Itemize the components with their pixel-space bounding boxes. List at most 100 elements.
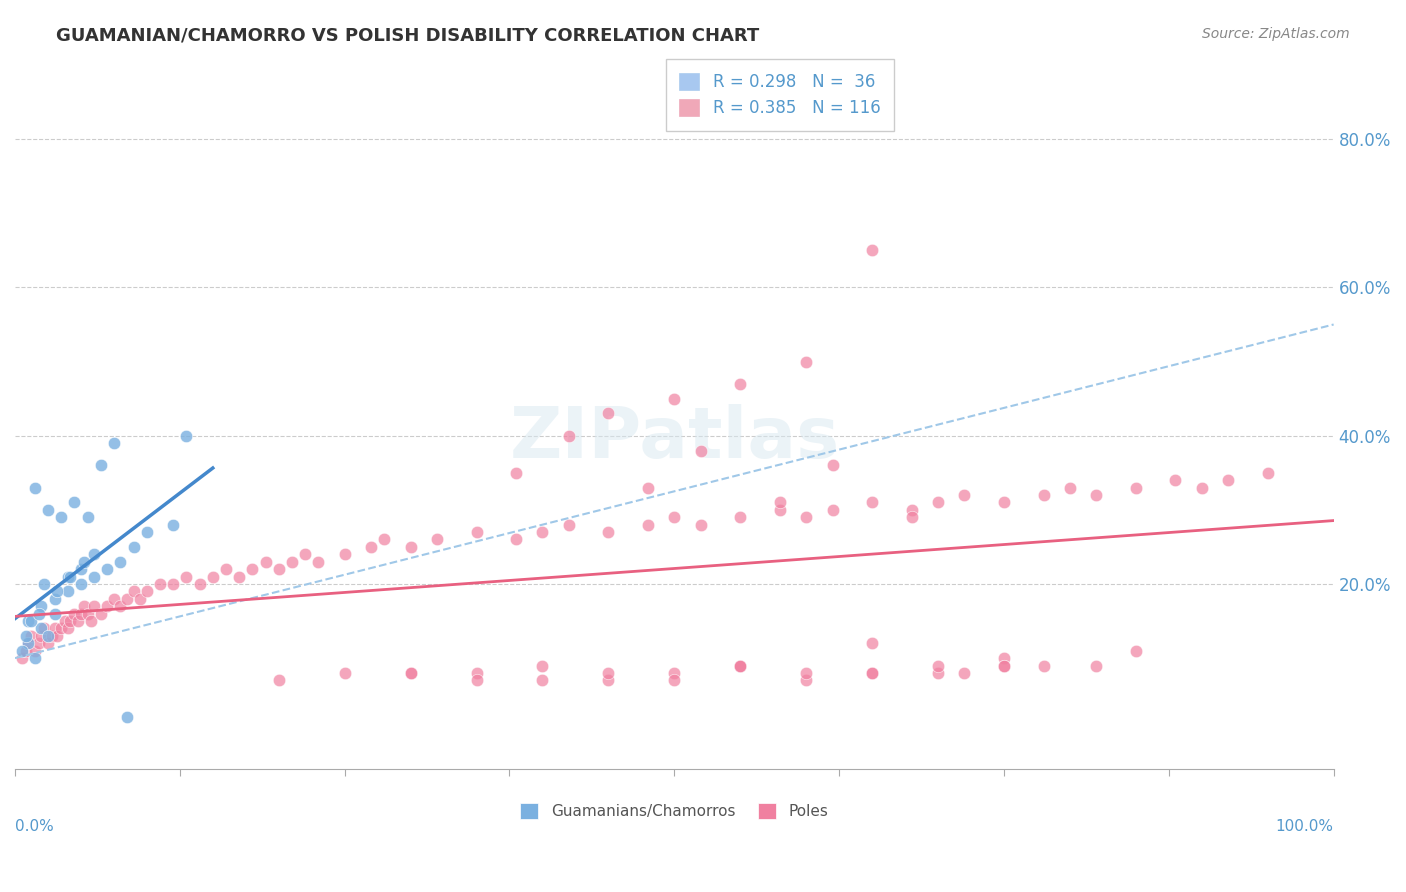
Point xyxy=(769,503,792,517)
Point xyxy=(598,665,620,680)
Point xyxy=(927,665,949,680)
Point xyxy=(860,244,883,258)
Point xyxy=(176,428,198,442)
Point xyxy=(49,622,72,636)
Point xyxy=(558,517,581,532)
Point xyxy=(115,591,138,606)
Point xyxy=(465,665,488,680)
Point xyxy=(76,607,98,621)
Point xyxy=(794,665,817,680)
Point xyxy=(37,636,59,650)
Point xyxy=(24,651,46,665)
Point xyxy=(201,569,224,583)
Point xyxy=(689,443,711,458)
Point xyxy=(1032,488,1054,502)
Point xyxy=(860,495,883,509)
Point xyxy=(63,607,86,621)
Point xyxy=(46,629,69,643)
Point xyxy=(30,599,52,614)
Point xyxy=(1164,473,1187,487)
Point xyxy=(1085,488,1108,502)
Point xyxy=(53,614,76,628)
Point xyxy=(728,658,751,673)
Point xyxy=(83,569,105,583)
Point xyxy=(360,540,382,554)
Point xyxy=(135,584,157,599)
Point xyxy=(72,599,94,614)
Point xyxy=(281,555,304,569)
Point xyxy=(122,540,145,554)
Point xyxy=(96,562,118,576)
Point xyxy=(59,569,82,583)
Point xyxy=(17,614,39,628)
Point xyxy=(821,458,844,473)
Point xyxy=(44,622,66,636)
Point xyxy=(1191,481,1213,495)
Point xyxy=(10,643,32,657)
Point xyxy=(63,495,86,509)
Point xyxy=(254,555,277,569)
Point xyxy=(953,488,976,502)
Text: Source: ZipAtlas.com: Source: ZipAtlas.com xyxy=(1202,27,1350,41)
Point xyxy=(83,599,105,614)
Point xyxy=(96,599,118,614)
Point xyxy=(728,658,751,673)
Point xyxy=(664,392,686,406)
Point xyxy=(103,591,125,606)
Point xyxy=(598,673,620,688)
Point xyxy=(30,629,52,643)
Point xyxy=(129,591,152,606)
Point xyxy=(90,458,112,473)
Point xyxy=(46,584,69,599)
Point xyxy=(399,665,422,680)
Point xyxy=(76,510,98,524)
Point xyxy=(20,614,42,628)
Point xyxy=(70,577,93,591)
Point xyxy=(41,629,63,643)
Point xyxy=(426,533,449,547)
Point xyxy=(598,524,620,539)
Point xyxy=(56,584,79,599)
Point xyxy=(860,636,883,650)
Point xyxy=(44,607,66,621)
Point xyxy=(70,562,93,576)
Point xyxy=(176,569,198,583)
Point xyxy=(794,673,817,688)
Point xyxy=(267,673,290,688)
Point xyxy=(399,540,422,554)
Point xyxy=(115,710,138,724)
Point xyxy=(228,569,250,583)
Point xyxy=(1059,481,1081,495)
Point xyxy=(769,495,792,509)
Point xyxy=(1032,658,1054,673)
Text: 0.0%: 0.0% xyxy=(15,819,53,834)
Point xyxy=(728,510,751,524)
Point xyxy=(860,665,883,680)
Point xyxy=(993,658,1015,673)
Point xyxy=(1085,658,1108,673)
Point xyxy=(598,407,620,421)
Point xyxy=(37,503,59,517)
Point xyxy=(1125,481,1147,495)
Legend: R = 0.298   N =  36, R = 0.385   N = 116: R = 0.298 N = 36, R = 0.385 N = 116 xyxy=(666,59,894,130)
Point xyxy=(90,607,112,621)
Point xyxy=(794,354,817,368)
Point xyxy=(14,629,37,643)
Point xyxy=(821,503,844,517)
Point xyxy=(993,495,1015,509)
Point xyxy=(637,481,659,495)
Point xyxy=(24,481,46,495)
Point xyxy=(28,636,51,650)
Point xyxy=(56,569,79,583)
Point xyxy=(637,517,659,532)
Point xyxy=(162,517,184,532)
Point xyxy=(900,503,922,517)
Point xyxy=(30,622,52,636)
Point xyxy=(110,555,132,569)
Point xyxy=(56,622,79,636)
Point xyxy=(149,577,172,591)
Point xyxy=(294,547,316,561)
Point xyxy=(83,547,105,561)
Text: GUAMANIAN/CHAMORRO VS POLISH DISABILITY CORRELATION CHART: GUAMANIAN/CHAMORRO VS POLISH DISABILITY … xyxy=(56,27,759,45)
Point xyxy=(70,607,93,621)
